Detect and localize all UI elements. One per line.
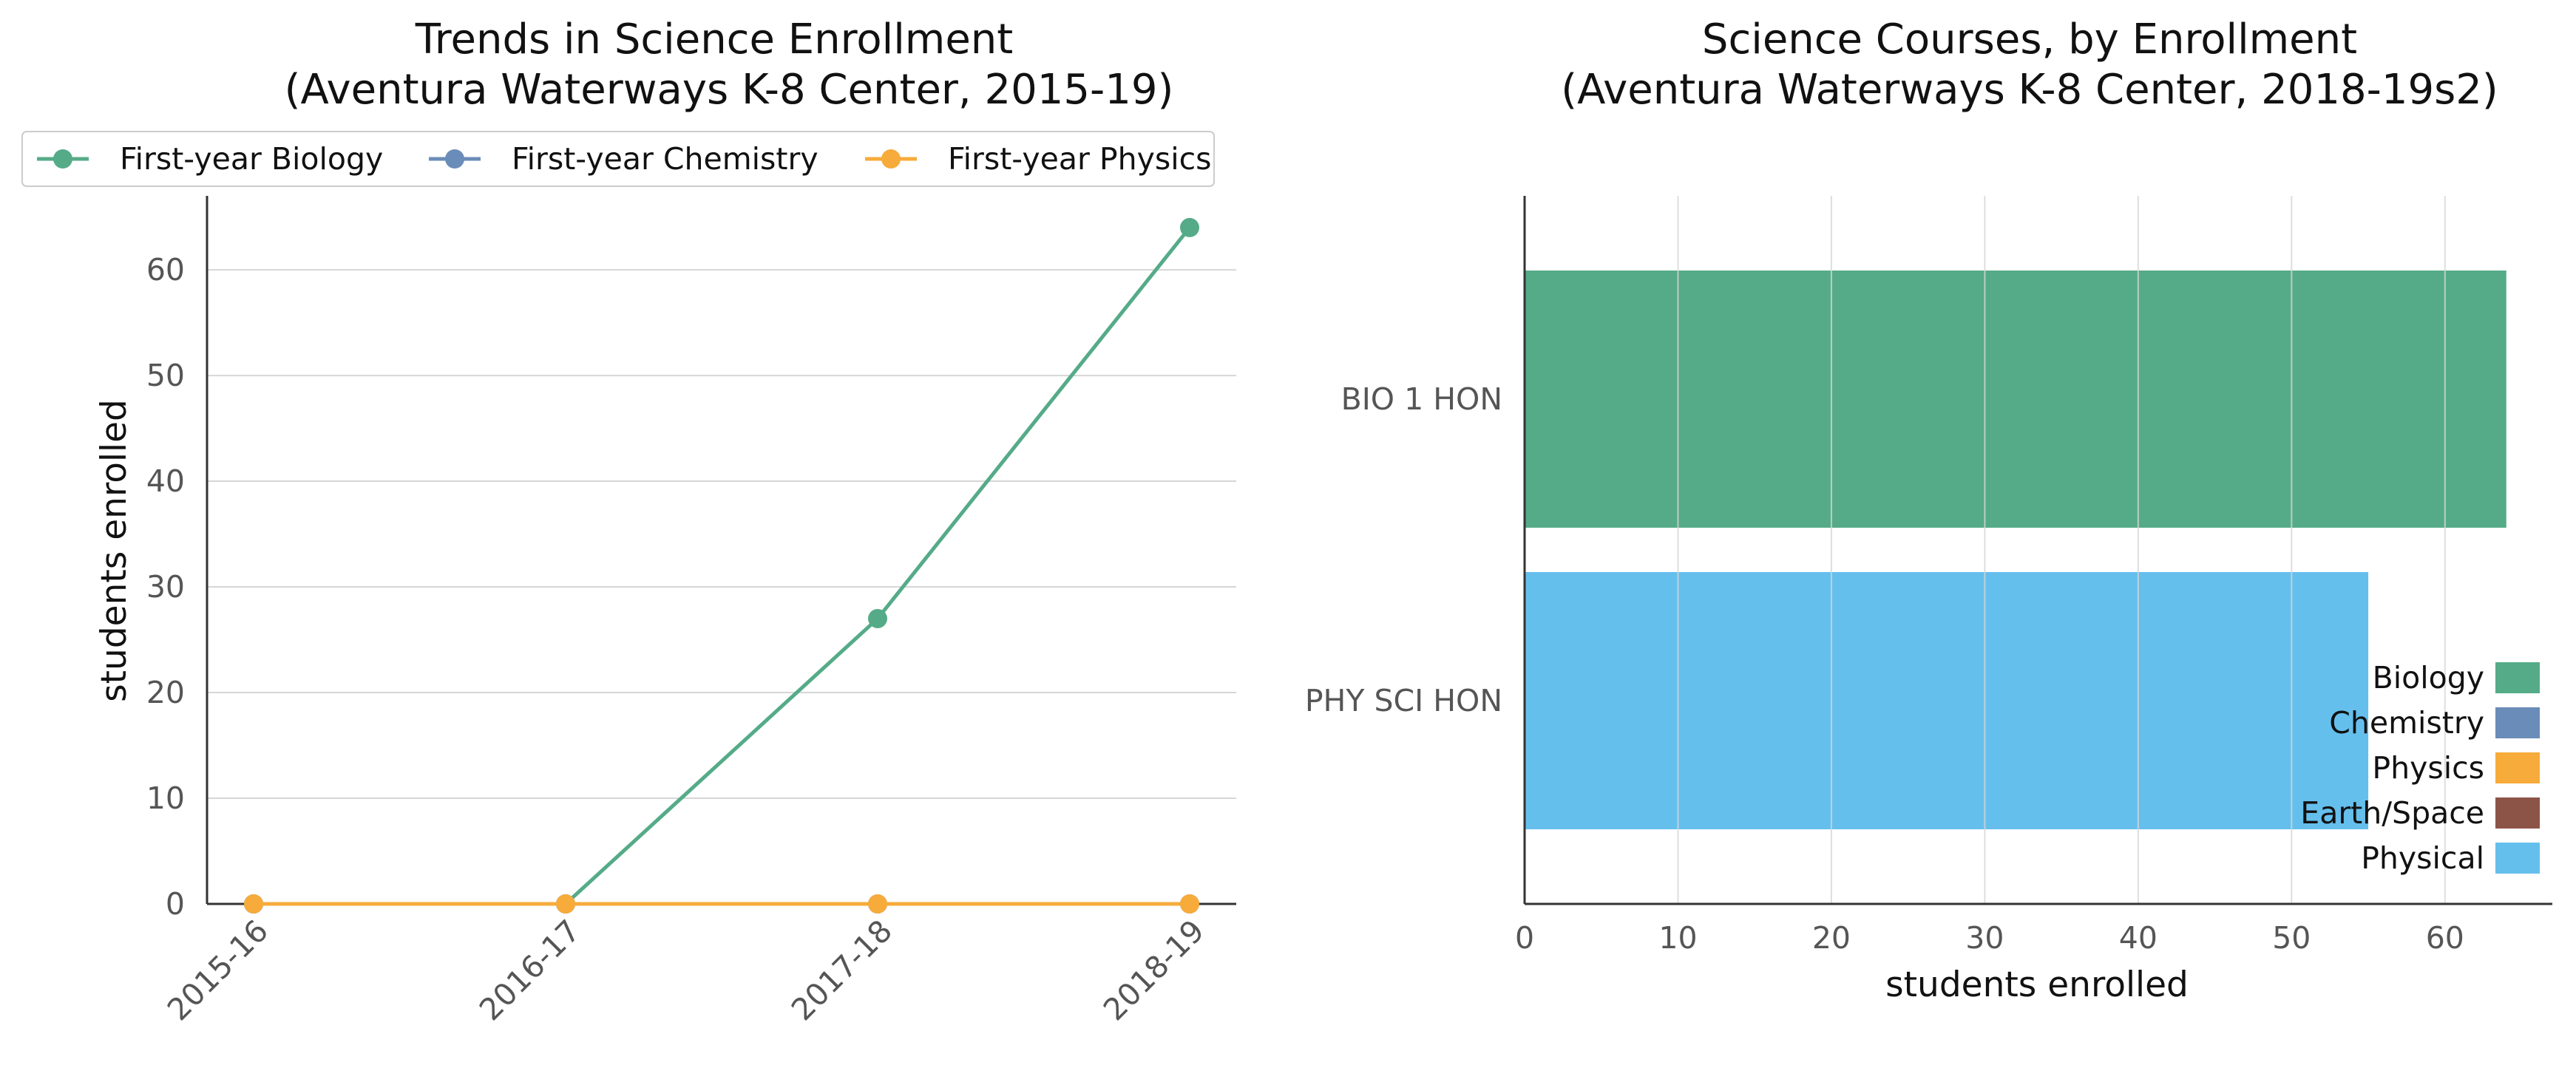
legend: Biology Chemistry Physics Earth/Space Physic… — [2300, 660, 2540, 876]
data-point — [1180, 217, 1199, 237]
bars — [1525, 271, 2506, 829]
bar — [1525, 572, 2369, 829]
y-tick-labels: BIO 1 HON PHY SCI HON — [1305, 381, 1502, 718]
legend-label: Physics — [2372, 750, 2484, 786]
enrollment-trends-chart: Trends in Science Enrollment (Aventura W… — [21, 16, 1236, 1027]
legend-label: First-year Biology — [120, 141, 383, 177]
x-tick-label: 40 — [2119, 920, 2158, 956]
legend-swatch — [2495, 797, 2540, 829]
chart-title: Science Courses, by Enrollment — [1702, 16, 2357, 64]
y-tick-label: PHY SCI HON — [1305, 683, 1502, 718]
axes-spines — [1523, 196, 2552, 905]
y-axis-label: students enrolled — [94, 399, 135, 702]
y-tick-label: 20 — [146, 675, 185, 710]
x-tick-label: 2015-16 — [160, 913, 275, 1027]
gridlines — [1677, 196, 2446, 904]
data-point — [868, 894, 887, 914]
legend-swatch — [2495, 707, 2540, 738]
series-line — [254, 226, 1191, 906]
legend-marker — [53, 149, 72, 169]
data-series — [244, 217, 1199, 914]
x-tick-label: 30 — [1965, 920, 2004, 956]
chart-subtitle: (Aventura Waterways K-8 Center, 2018-19s… — [1561, 66, 2498, 114]
y-tick-label: 40 — [146, 463, 185, 499]
x-tick-label: 0 — [1515, 920, 1534, 956]
x-tick-labels: 0 10 20 30 40 50 60 — [1515, 920, 2464, 956]
bar — [1525, 271, 2506, 528]
legend-swatch — [2495, 843, 2540, 874]
legend-label: First-year Physics — [948, 141, 1212, 177]
y-tick-label: 10 — [146, 780, 185, 816]
legend-label: Physical — [2361, 840, 2484, 876]
courses-by-enrollment-chart: Science Courses, by Enrollment (Aventura… — [1305, 16, 2552, 1005]
y-tick-label: 0 — [166, 886, 185, 922]
legend-label: First-year Chemistry — [512, 141, 818, 177]
x-tick-label: 10 — [1658, 920, 1697, 956]
y-tick-label: 60 — [146, 252, 185, 288]
y-tick-labels: 0 10 20 30 40 50 60 — [146, 252, 185, 922]
x-tick-label: 2016-17 — [472, 913, 587, 1027]
chart-subtitle: (Aventura Waterways K-8 Center, 2015-19) — [285, 66, 1174, 114]
x-tick-label: 50 — [2272, 920, 2311, 956]
x-tick-label: 2018-19 — [1097, 913, 1211, 1027]
chart-title: Trends in Science Enrollment — [415, 16, 1013, 64]
data-point — [868, 608, 887, 628]
legend-frame — [21, 131, 1215, 187]
x-axis-label: students enrolled — [1885, 965, 2189, 1005]
legend-label: Chemistry — [2329, 705, 2484, 741]
legend-swatch — [2495, 662, 2540, 693]
x-tick-labels: 2015-16 2016-17 2017-18 2018-19 — [160, 913, 1211, 1027]
legend: First-year Biology First-year Chemistry Fi… — [21, 131, 1215, 187]
legend-label: Earth/Space — [2300, 795, 2484, 831]
legend-marker — [881, 149, 901, 169]
gridlines — [207, 269, 1236, 905]
data-point — [244, 894, 263, 914]
legend-marker — [445, 149, 464, 169]
y-tick-label: 50 — [146, 358, 185, 393]
y-tick-label: 30 — [146, 569, 185, 605]
legend-label: Biology — [2373, 660, 2484, 695]
x-tick-label: 2017-18 — [784, 913, 899, 1027]
x-tick-label: 60 — [2426, 920, 2464, 956]
x-tick-label: 20 — [1812, 920, 1851, 956]
data-point — [556, 894, 575, 914]
y-tick-label: BIO 1 HON — [1341, 381, 1502, 417]
data-point — [1180, 894, 1199, 914]
legend-swatch — [2495, 752, 2540, 783]
